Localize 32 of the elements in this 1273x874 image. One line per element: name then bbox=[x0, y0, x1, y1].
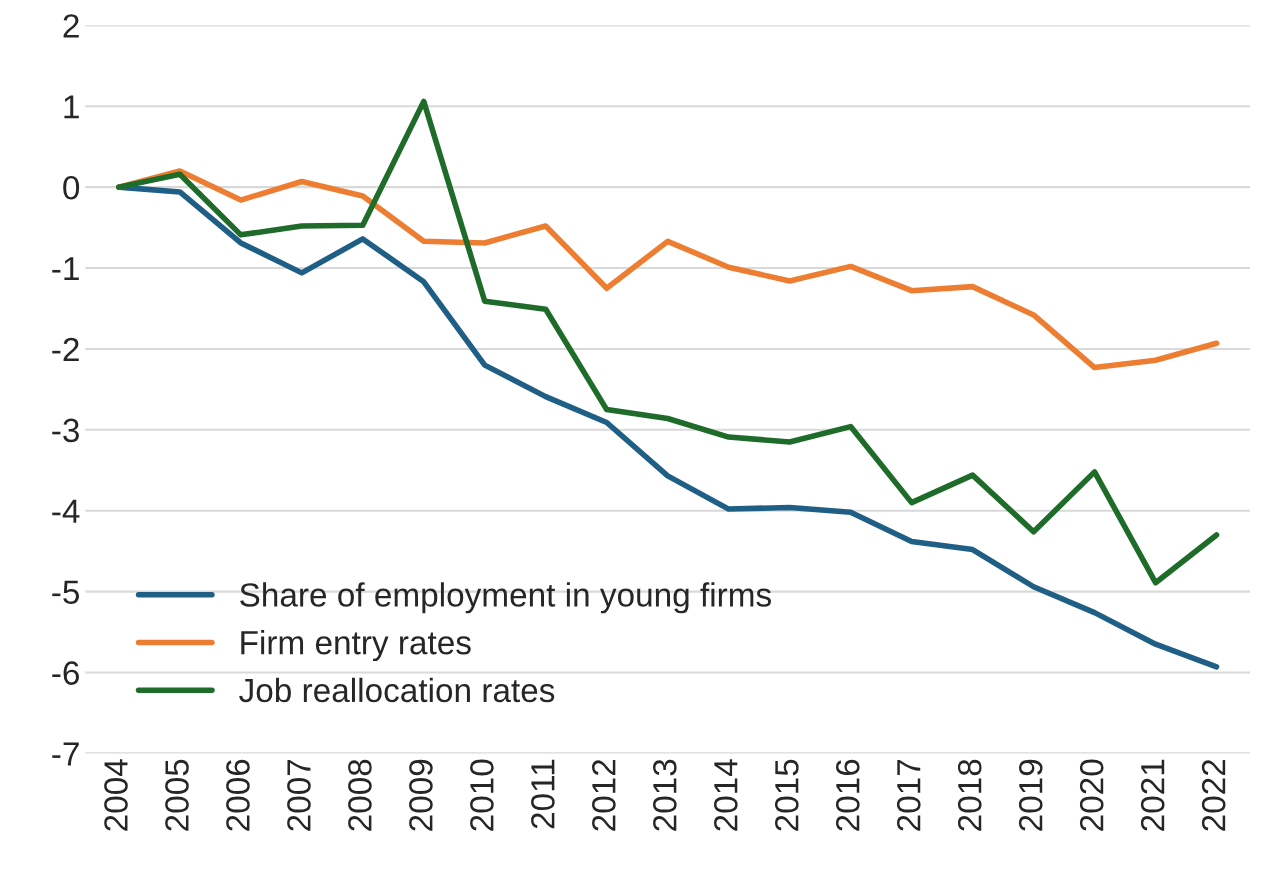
x-tick-label: 2008 bbox=[348, 759, 372, 831]
x-tick-label: 2007 bbox=[287, 759, 311, 831]
y-tick-label: 0 bbox=[63, 175, 80, 200]
y-tick-label: -5 bbox=[52, 580, 80, 605]
x-tick-label: 2011 bbox=[531, 759, 555, 829]
legend-label: Share of employment in young firms bbox=[240, 582, 771, 614]
x-tick-label: 2005 bbox=[165, 759, 189, 831]
x-tick-label: 2020 bbox=[1079, 759, 1104, 831]
x-tick-label: 2006 bbox=[226, 759, 250, 831]
x-tick-label: 2009 bbox=[409, 759, 433, 831]
x-tick-label: 2010 bbox=[470, 759, 494, 831]
y-tick-label: -6 bbox=[52, 661, 79, 685]
x-tick-label: 2018 bbox=[957, 759, 982, 831]
x-tick-label: 2015 bbox=[775, 759, 799, 831]
x-tick-label: 2017 bbox=[896, 759, 921, 831]
y-tick-label: -2 bbox=[52, 337, 79, 361]
x-tick-label: 2012 bbox=[592, 759, 616, 831]
x-tick-label: 2014 bbox=[714, 759, 738, 831]
y-tick-label: -1 bbox=[52, 257, 79, 281]
x-tick-label: 2013 bbox=[653, 759, 677, 831]
y-tick-label: -3 bbox=[52, 418, 79, 443]
legend-label: Firm entry rates bbox=[241, 630, 471, 662]
x-tick-label: 2019 bbox=[1018, 759, 1043, 831]
y-tick-label: 2 bbox=[63, 14, 79, 38]
y-tick-label: -4 bbox=[52, 499, 80, 523]
y-tick-label: 1 bbox=[64, 95, 79, 119]
x-tick-label: 2022 bbox=[1201, 759, 1226, 831]
legend-label: Job reallocation rates bbox=[239, 677, 555, 703]
x-tick-label: 2021 bbox=[1140, 759, 1165, 831]
x-tick-label: 2004 bbox=[104, 759, 128, 831]
x-tick-label: 2016 bbox=[835, 759, 860, 831]
y-tick-label: -7 bbox=[52, 742, 79, 766]
